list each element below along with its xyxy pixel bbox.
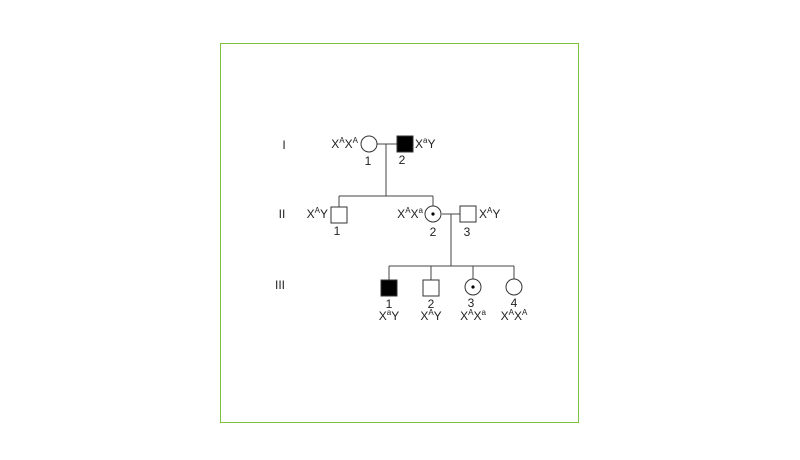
number-II-3: 3 [464, 225, 471, 239]
number-I-1: 1 [365, 154, 372, 168]
genotype-II-1: XA​Y [307, 206, 328, 221]
individual-III-1-male-affected-symbol [380, 279, 398, 297]
number-I-2: 2 [399, 153, 406, 167]
generation-label-II: II [279, 207, 286, 221]
individual-I-1-female-symbol [360, 135, 378, 153]
generation-label-I: I [282, 138, 285, 152]
individual-II-1-male-symbol [330, 206, 348, 224]
number-II-1: 1 [334, 224, 341, 238]
genotype-III-2: XA​Y [420, 308, 441, 323]
genotype-II-3: XA​Y [479, 206, 500, 221]
genotype-I-1: XA​XA​ [331, 136, 358, 151]
genotype-I-2: Xa​Y [415, 136, 435, 151]
individual-III-4-female-symbol [505, 278, 523, 296]
number-III-3: 3 [468, 296, 475, 310]
generation-label-III: III [275, 278, 285, 292]
genotype-labels: XA​XA​ Xa​Y XA​Y XA​Xa​ XA​Y Xa​Y XA​Y XA​Xa​ XA… [307, 136, 528, 323]
genotype-III-1: Xa​Y [379, 308, 399, 323]
individual-III-2-male-symbol [422, 279, 440, 297]
number-II-2: 2 [430, 225, 437, 239]
genotype-III-4: XA​XA​ [501, 308, 528, 323]
carrier-dot-III-3 [471, 285, 475, 289]
diagram-frame [220, 43, 579, 423]
carrier-dot-II-2 [431, 212, 435, 216]
number-III-2: 2 [428, 297, 435, 311]
number-III-4: 4 [511, 296, 518, 310]
individual-I-2-male-affected-symbol [396, 135, 414, 153]
number-III-1: 1 [386, 297, 393, 311]
genotype-III-3: XA​Xa​ [460, 308, 486, 323]
pedigree-lines [338, 143, 515, 280]
individual-II-3-male-symbol [459, 205, 477, 223]
genotype-II-2: XA​Xa​ [397, 206, 423, 221]
